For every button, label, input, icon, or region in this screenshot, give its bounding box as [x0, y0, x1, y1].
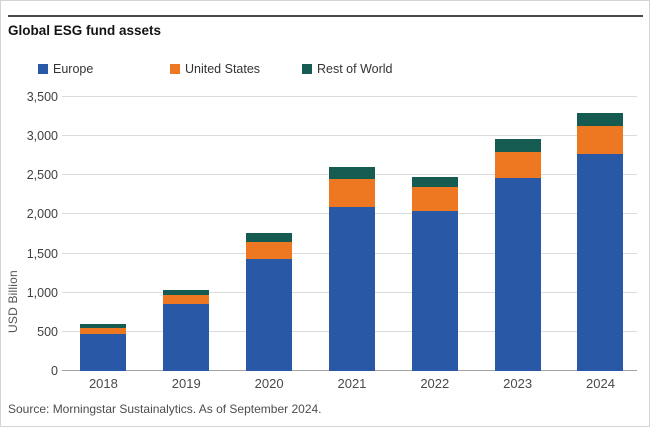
bar-2024 — [577, 97, 624, 371]
segment-rest-of-world-2022 — [411, 176, 458, 188]
segment-rest-of-world-2020 — [246, 232, 293, 243]
segment-rest-of-world-2019 — [163, 289, 210, 295]
x-tick-label: 2022 — [420, 376, 450, 391]
segment-europe-2020 — [246, 259, 293, 371]
segment-united-states-2019 — [163, 294, 210, 304]
segment-rest-of-world-2024 — [577, 112, 624, 126]
x-tick-label: 2019 — [171, 376, 201, 391]
x-tick-label: 2021 — [337, 376, 367, 391]
segment-europe-2022 — [411, 210, 458, 371]
bar-2022 — [411, 97, 458, 371]
y-tick-label: 1,500 — [26, 246, 58, 261]
x-axis-tick-labels: 2018 2019 2020 2021 2022 2023 2024 — [62, 376, 642, 392]
gridline — [62, 135, 637, 137]
chart-title: Global ESG fund assets — [8, 23, 162, 38]
bar-2023 — [494, 97, 541, 371]
segment-europe-2024 — [577, 154, 624, 371]
segment-united-states-2018 — [80, 327, 127, 335]
legend-swatch-icon — [302, 64, 312, 74]
legend-label: Rest of World — [317, 62, 393, 76]
segment-europe-2023 — [494, 177, 541, 371]
segment-united-states-2024 — [577, 125, 624, 155]
gridline — [62, 96, 637, 97]
y-tick-label: 0 — [51, 364, 58, 378]
x-tick-label: 2023 — [503, 376, 533, 391]
bars — [62, 97, 642, 371]
y-tick-label: 1,000 — [26, 285, 58, 300]
legend-swatch-icon — [38, 64, 48, 74]
segment-united-states-2021 — [328, 179, 375, 208]
segment-united-states-2022 — [411, 187, 458, 211]
y-tick-label: 3,500 — [26, 90, 58, 104]
segment-rest-of-world-2023 — [494, 139, 541, 152]
x-tick-label: 2018 — [88, 376, 118, 391]
segment-rest-of-world-2018 — [80, 324, 127, 328]
legend-item-europe: Europe — [38, 62, 170, 76]
y-tick-label: 500 — [37, 324, 58, 339]
legend-item-united-states: United States — [170, 62, 302, 76]
y-axis-tick-labels: 0 500 1,000 1,500 2,000 2,500 3,000 3,500 — [8, 90, 58, 378]
bar-2021 — [328, 97, 375, 371]
legend-label: Europe — [53, 62, 94, 76]
plot-area — [62, 96, 637, 371]
bar-2019 — [163, 97, 210, 371]
y-tick-label: 2,000 — [26, 207, 58, 222]
segment-europe-2018 — [80, 334, 127, 371]
x-tick-label: 2024 — [586, 376, 615, 391]
legend-swatch-icon — [170, 64, 180, 74]
segment-united-states-2020 — [246, 242, 293, 260]
title-rule — [8, 15, 643, 17]
source-note: Source: Morningstar Sustainalytics. As o… — [8, 402, 322, 416]
segment-rest-of-world-2021 — [328, 166, 375, 180]
legend-label: United States — [185, 62, 261, 76]
y-tick-label: 3,000 — [26, 129, 58, 144]
legend: Europe United States Rest of World — [38, 62, 434, 76]
bar-2018 — [80, 97, 127, 371]
segment-united-states-2023 — [494, 151, 541, 178]
legend-item-rest-of-world: Rest of World — [302, 62, 434, 76]
segment-europe-2021 — [328, 207, 375, 371]
y-tick-label: 2,500 — [26, 168, 58, 183]
x-tick-label: 2020 — [254, 376, 284, 391]
segment-europe-2019 — [163, 303, 210, 371]
bar-2020 — [246, 97, 293, 371]
